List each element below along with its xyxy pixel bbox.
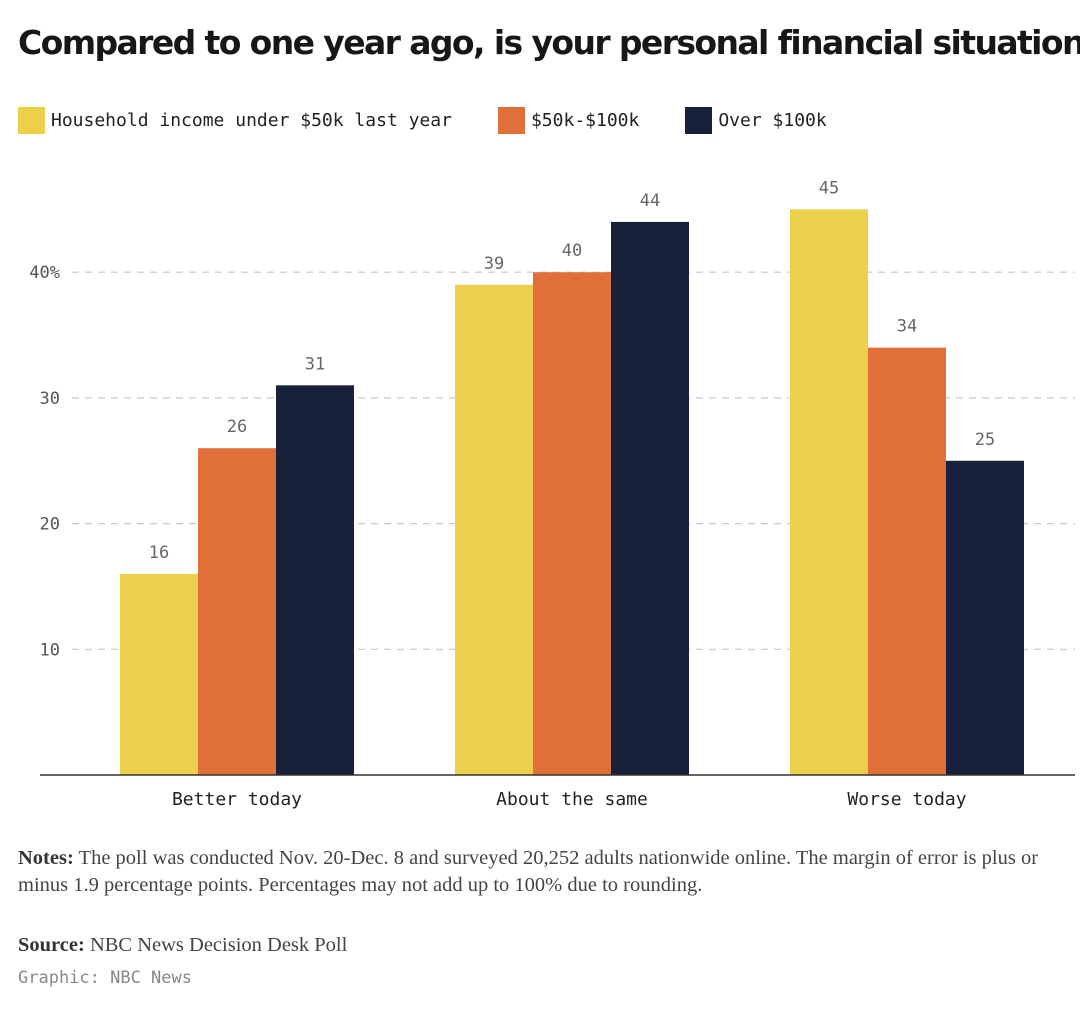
- category-labels: Better today About the same Worse today: [172, 789, 967, 810]
- source-text: NBC News Decision Desk Poll: [84, 934, 348, 956]
- bar: [120, 573, 198, 775]
- data-label: 44: [640, 191, 660, 211]
- category-label: Better today: [172, 789, 302, 810]
- data-label: 26: [227, 417, 247, 437]
- data-label: 40: [562, 241, 582, 261]
- legend-item-50k-100k: $50k-$100k: [497, 106, 640, 134]
- bar: [276, 385, 354, 775]
- legend-label-50k-100k: $50k-$100k: [530, 109, 640, 131]
- notes: Notes: The poll was conducted Nov. 20-De…: [18, 845, 1048, 899]
- data-label: 16: [149, 543, 169, 563]
- y-tick-label: 30: [40, 389, 60, 409]
- source: Source: NBC News Decision Desk Poll: [18, 932, 347, 959]
- chart-title: Compared to one year ago, is your person…: [18, 23, 1080, 62]
- data-label: 34: [897, 317, 917, 337]
- legend-label-over-100k: Over $100k: [718, 109, 827, 131]
- y-tick-label: 10: [40, 640, 60, 660]
- data-label: 25: [975, 430, 995, 450]
- legend-label-under-50k: Household income under $50k last year: [51, 109, 452, 131]
- bar: [533, 272, 611, 775]
- category-label: About the same: [496, 789, 648, 810]
- legend-swatch-over-100k: [685, 106, 713, 134]
- graphic-credit: Graphic: NBC News: [18, 968, 192, 988]
- bars: [120, 209, 1024, 776]
- legend-item-over-100k: Over $100k: [685, 106, 827, 134]
- notes-label: Notes:: [18, 847, 74, 869]
- data-label: 39: [484, 254, 504, 274]
- data-label: 45: [819, 178, 839, 198]
- notes-text: The poll was conducted Nov. 20-Dec. 8 an…: [18, 847, 1039, 896]
- y-tick-label: 40%: [29, 263, 60, 283]
- legend: Household income under $50k last year $5…: [18, 106, 873, 134]
- data-label: 31: [305, 354, 325, 374]
- bar: [790, 209, 868, 776]
- y-tick-label: 20: [40, 515, 60, 535]
- legend-item-under-50k: Household income under $50k last year: [18, 106, 452, 134]
- bar: [611, 221, 689, 776]
- legend-swatch-under-50k: [18, 106, 45, 134]
- bar: [455, 284, 533, 775]
- category-label: Worse today: [847, 789, 966, 810]
- data-labels: 16 26 31 39 40 44 45 34 25: [149, 178, 995, 563]
- bar-chart: 10 20 30 40% 16 26 31 39 40 44 45 34 25 Better toda…: [29, 178, 1075, 810]
- bar: [946, 460, 1024, 775]
- bar: [198, 448, 276, 775]
- legend-swatch-50k-100k: [497, 106, 525, 134]
- bar: [868, 347, 946, 775]
- source-label: Source:: [18, 934, 85, 956]
